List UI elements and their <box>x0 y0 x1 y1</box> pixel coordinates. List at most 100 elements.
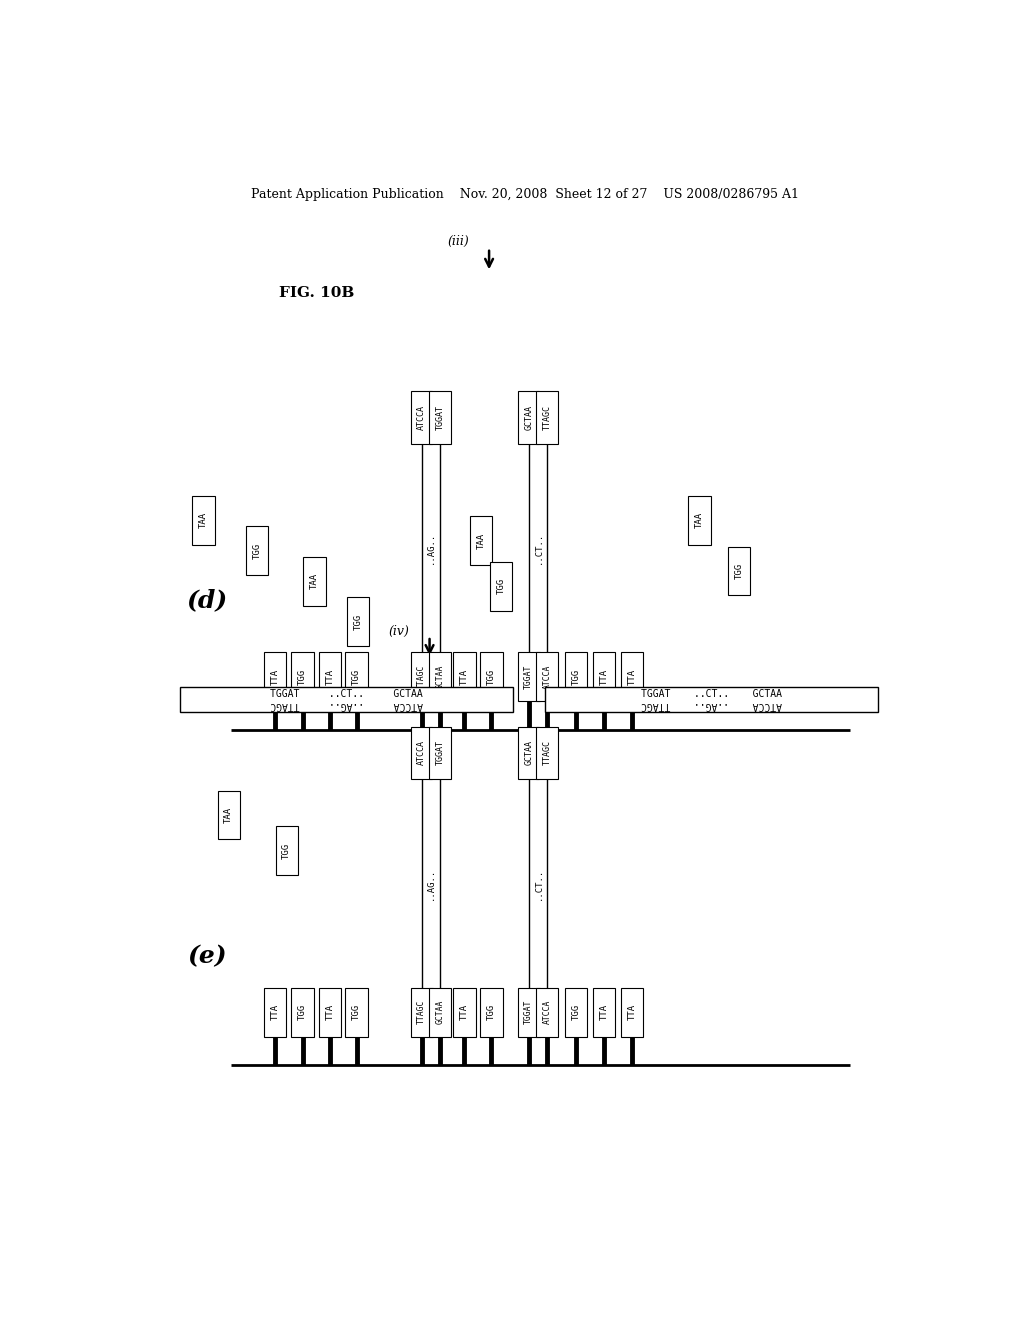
FancyBboxPatch shape <box>429 391 451 444</box>
Text: TTA: TTA <box>600 1005 608 1020</box>
FancyBboxPatch shape <box>411 726 432 779</box>
FancyBboxPatch shape <box>454 987 475 1036</box>
Text: TGG: TGG <box>487 669 496 685</box>
Text: TAA: TAA <box>199 512 208 528</box>
Text: TTA: TTA <box>628 1005 637 1020</box>
Text: Patent Application Publication    Nov. 20, 2008  Sheet 12 of 27    US 2008/02867: Patent Application Publication Nov. 20, … <box>251 189 799 202</box>
Text: TTA: TTA <box>460 1005 469 1020</box>
FancyBboxPatch shape <box>429 652 451 701</box>
FancyBboxPatch shape <box>537 391 558 444</box>
FancyBboxPatch shape <box>536 987 558 1036</box>
FancyBboxPatch shape <box>593 987 615 1036</box>
FancyBboxPatch shape <box>454 652 475 701</box>
Text: TTA: TTA <box>600 669 608 685</box>
FancyBboxPatch shape <box>593 652 615 701</box>
Text: TGG: TGG <box>253 543 262 558</box>
Text: ..AG..: ..AG.. <box>426 532 435 565</box>
FancyBboxPatch shape <box>429 726 451 779</box>
FancyBboxPatch shape <box>411 987 433 1036</box>
FancyBboxPatch shape <box>345 987 368 1036</box>
FancyBboxPatch shape <box>264 652 286 701</box>
Text: ..CT..: ..CT.. <box>534 867 543 900</box>
FancyBboxPatch shape <box>264 987 286 1036</box>
FancyBboxPatch shape <box>292 987 313 1036</box>
Text: TTA: TTA <box>460 669 469 685</box>
FancyBboxPatch shape <box>470 516 493 565</box>
FancyBboxPatch shape <box>545 686 878 713</box>
FancyBboxPatch shape <box>480 652 503 701</box>
Text: TAA: TAA <box>310 573 319 589</box>
Text: TGG: TGG <box>571 669 581 685</box>
Text: TGGAT: TGGAT <box>524 1001 534 1024</box>
Text: GCTAA: GCTAA <box>524 741 534 766</box>
Text: TGG: TGG <box>352 1005 361 1020</box>
FancyBboxPatch shape <box>518 391 540 444</box>
FancyBboxPatch shape <box>246 527 268 576</box>
Text: GCTAA: GCTAA <box>435 664 444 689</box>
FancyBboxPatch shape <box>411 391 432 444</box>
FancyBboxPatch shape <box>218 791 240 840</box>
FancyBboxPatch shape <box>429 987 451 1036</box>
FancyBboxPatch shape <box>688 496 711 545</box>
Text: TTAGC: TTAGC <box>417 1001 426 1024</box>
FancyBboxPatch shape <box>536 652 558 701</box>
FancyBboxPatch shape <box>345 652 368 701</box>
Text: TTAGC: TTAGC <box>417 664 426 689</box>
Text: (iii): (iii) <box>447 235 469 248</box>
Text: (iv): (iv) <box>389 624 410 638</box>
FancyBboxPatch shape <box>565 652 588 701</box>
Text: GCTAA: GCTAA <box>524 405 534 430</box>
FancyBboxPatch shape <box>411 652 433 701</box>
Text: TTA: TTA <box>628 669 637 685</box>
FancyBboxPatch shape <box>728 546 751 595</box>
FancyBboxPatch shape <box>518 987 540 1036</box>
Text: TTAGC: TTAGC <box>543 405 552 430</box>
Text: TTAGC: TTAGC <box>543 741 552 766</box>
FancyBboxPatch shape <box>518 726 540 779</box>
FancyBboxPatch shape <box>480 987 503 1036</box>
Text: ..AG..: ..AG.. <box>426 867 435 900</box>
Text: ATCCA: ATCCA <box>543 664 552 689</box>
Text: TGG: TGG <box>352 669 361 685</box>
Text: ATCCA    ..AG..    TTAGC: ATCCA ..AG.. TTAGC <box>641 701 781 710</box>
Text: TGG: TGG <box>571 1005 581 1020</box>
Text: TTA: TTA <box>270 669 280 685</box>
FancyBboxPatch shape <box>347 598 370 647</box>
FancyBboxPatch shape <box>275 826 298 875</box>
FancyBboxPatch shape <box>193 496 214 545</box>
Text: FIG. 10B: FIG. 10B <box>279 285 354 300</box>
Text: TAA: TAA <box>224 807 233 824</box>
FancyBboxPatch shape <box>518 652 540 701</box>
Text: (e): (e) <box>187 944 227 969</box>
Text: ..CT..: ..CT.. <box>534 532 543 565</box>
Text: ATCCA: ATCCA <box>417 741 426 766</box>
Text: TGGAT: TGGAT <box>435 405 444 430</box>
Text: TGGAT     ..CT..     GCTAA: TGGAT ..CT.. GCTAA <box>270 689 423 698</box>
Text: TGG: TGG <box>283 842 291 858</box>
FancyBboxPatch shape <box>319 987 341 1036</box>
FancyBboxPatch shape <box>319 652 341 701</box>
FancyBboxPatch shape <box>621 987 643 1036</box>
Text: ATCCA     ..AG..     TTAGC: ATCCA ..AG.. TTAGC <box>270 701 423 710</box>
Text: TGGAT: TGGAT <box>524 664 534 689</box>
Text: TGG: TGG <box>298 669 307 685</box>
Text: GCTAA: GCTAA <box>435 1001 444 1024</box>
Text: TAA: TAA <box>476 532 485 549</box>
Text: (d): (d) <box>186 589 228 612</box>
FancyBboxPatch shape <box>565 987 588 1036</box>
FancyBboxPatch shape <box>303 557 326 606</box>
Text: ATCCA: ATCCA <box>543 1001 552 1024</box>
FancyBboxPatch shape <box>179 686 513 713</box>
Text: TGG: TGG <box>734 564 743 579</box>
Text: TTA: TTA <box>326 669 335 685</box>
FancyBboxPatch shape <box>292 652 313 701</box>
Text: TTA: TTA <box>270 1005 280 1020</box>
FancyBboxPatch shape <box>489 562 512 611</box>
Text: TGGAT: TGGAT <box>435 741 444 766</box>
Text: TGG: TGG <box>353 614 362 630</box>
Text: TGG: TGG <box>487 1005 496 1020</box>
FancyBboxPatch shape <box>621 652 643 701</box>
Text: TGG: TGG <box>298 1005 307 1020</box>
Text: TGG: TGG <box>497 578 506 594</box>
Text: TTA: TTA <box>326 1005 335 1020</box>
